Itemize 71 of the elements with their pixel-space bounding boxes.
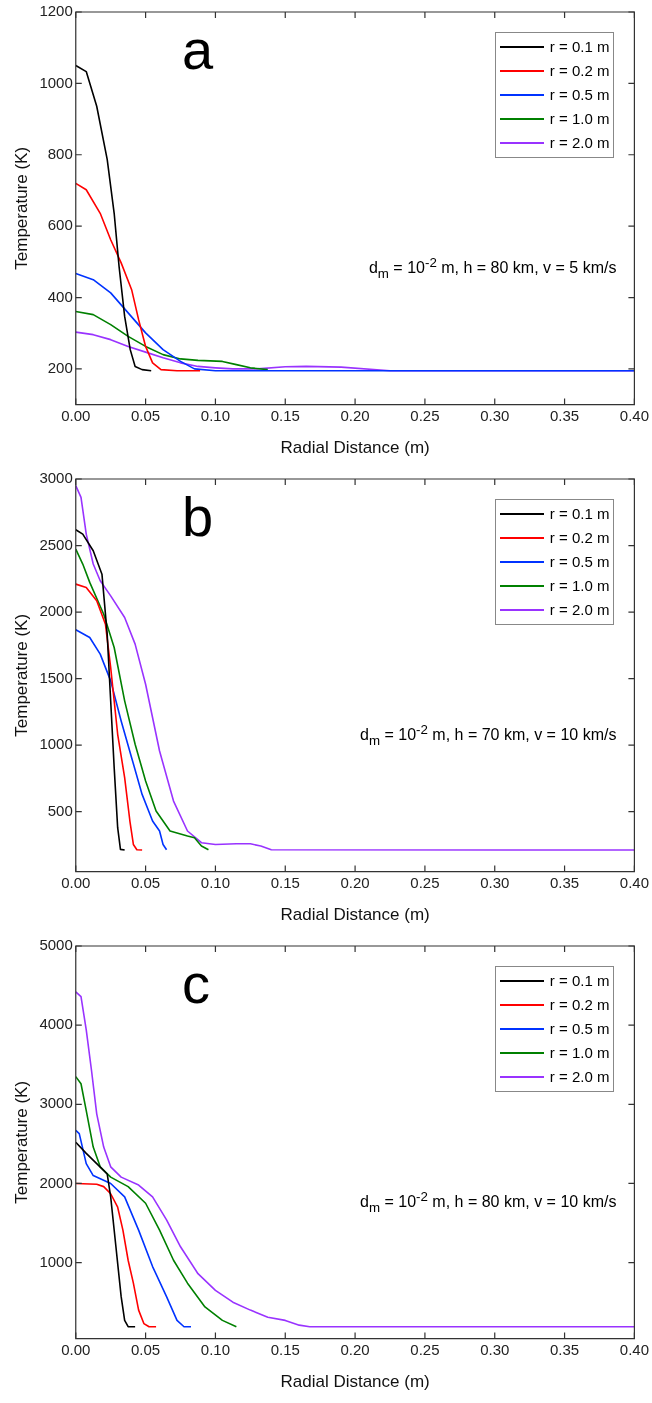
y-axis-title: Temperature (K) [11,146,31,270]
legend-label: r = 0.1 m [549,971,610,991]
legend-label: r = 1.0 m [549,576,610,596]
y-tick-label: 1000 [39,1252,73,1270]
annotation: b [181,485,214,548]
x-tick-label: 0.00 [61,1340,91,1358]
y-tick-label: 1000 [39,73,73,91]
legend-label: r = 0.2 m [549,61,610,81]
x-tick-label: 0.10 [200,406,231,424]
x-tick-label: 0.40 [619,873,649,891]
legend-label: r = 0.1 m [549,37,610,57]
x-tick-label: 0.40 [619,1340,649,1358]
x-tick-label: 0.20 [340,1340,370,1358]
annotation: d$_{m}$ = 10$^{-2}$ m, h = 80 km, v = 5 km/s [368,255,617,281]
x-tick-label: 0.00 [61,873,91,891]
x-tick-label: 0.20 [340,406,370,424]
y-tick-label: 2000 [39,602,73,620]
y-tick-label: 3000 [39,469,73,487]
y-tick-label: 400 [47,287,73,305]
x-tick-label: 0.10 [200,873,231,891]
x-tick-label: 0.25 [410,406,440,424]
x-tick-label: 0.05 [131,1340,161,1358]
x-tick-label: 0.30 [480,1340,510,1358]
y-tick-label: 1000 [39,735,73,753]
y-tick-label: 500 [47,801,73,819]
x-tick-label: 0.30 [480,406,510,424]
legend-label: r = 2.0 m [549,1067,610,1087]
y-tick-label: 800 [47,144,73,162]
x-tick-label: 0.05 [131,406,161,424]
legend-label: r = 2.0 m [549,600,610,620]
legend-label: r = 0.2 m [549,995,610,1015]
y-tick-label: 200 [47,359,73,377]
legend-label: r = 0.2 m [549,528,610,548]
x-tick-label: 0.25 [410,1340,440,1358]
x-tick-label: 0.15 [270,406,300,424]
legend-label: r = 0.5 m [549,552,610,572]
y-tick-label: 600 [47,216,73,234]
y-axis-title: Temperature (K) [11,1080,31,1204]
x-tick-label: 0.15 [270,873,300,891]
x-axis-title: Radial Distance (m) [280,1372,430,1392]
x-tick-label: 0.30 [480,873,510,891]
y-tick-label: 4000 [39,1015,73,1033]
legend-label: r = 0.5 m [549,85,610,105]
x-tick-label: 0.00 [61,406,91,424]
annotation: c [181,952,210,1015]
y-tick-label: 3000 [39,1094,73,1112]
x-tick-label: 0.35 [549,873,580,891]
legend-label: r = 0.5 m [549,1019,610,1039]
x-tick-label: 0.40 [619,406,649,424]
x-tick-label: 0.25 [410,873,440,891]
y-tick-label: 2500 [39,535,73,553]
legend-label: r = 0.1 m [549,504,610,524]
x-tick-label: 0.20 [340,873,370,891]
y-axis-title: Temperature (K) [11,613,31,737]
y-tick-label: 5000 [39,936,73,954]
y-tick-label: 2000 [39,1173,73,1191]
annotation: d$_{m}$ = 10$^{-2}$ m, h = 70 km, v = 10 km/s [359,722,617,748]
x-tick-label: 0.35 [549,1340,580,1358]
legend-label: r = 1.0 m [549,109,610,129]
x-tick-label: 0.05 [131,873,161,891]
x-axis-title: Radial Distance (m) [280,438,430,458]
annotation: a [181,18,214,81]
y-tick-label: 1200 [39,2,73,20]
x-tick-label: 0.35 [549,406,580,424]
legend-label: r = 2.0 m [549,133,610,153]
x-tick-label: 0.15 [270,1340,300,1358]
y-tick-label: 1500 [39,668,73,686]
legend-label: r = 1.0 m [549,1043,610,1063]
x-tick-label: 0.10 [200,1340,231,1358]
annotation: d$_{m}$ = 10$^{-2}$ m, h = 80 km, v = 10 km/s [359,1189,617,1215]
x-axis-title: Radial Distance (m) [280,905,430,925]
